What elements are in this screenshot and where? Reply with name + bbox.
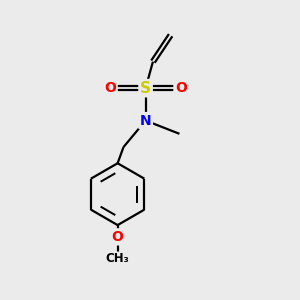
Text: S: S	[140, 81, 151, 96]
Text: O: O	[175, 81, 187, 95]
Text: O: O	[112, 230, 124, 244]
Text: CH₃: CH₃	[106, 252, 130, 266]
Text: O: O	[104, 81, 116, 95]
Text: N: N	[140, 114, 152, 128]
